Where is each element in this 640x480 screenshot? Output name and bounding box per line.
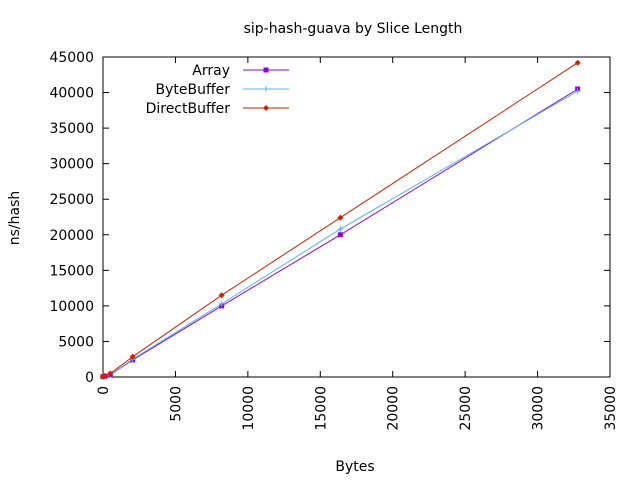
y-tick-label: 0: [85, 370, 94, 386]
data-point-directbuffer: [574, 59, 581, 66]
y-axis-label: ns/hash: [7, 191, 23, 246]
data-point-directbuffer: [337, 214, 344, 221]
legend-label-bytebuffer: ByteBuffer: [156, 82, 231, 98]
legend-marker-directbuffer: [263, 105, 269, 111]
legend-marker-bytebuffer: [263, 86, 269, 92]
data-point-directbuffer: [218, 292, 225, 299]
legend-label-directbuffer: DirectBuffer: [146, 101, 231, 117]
legend-marker-array: [263, 67, 269, 73]
y-tick-label: 40000: [49, 86, 94, 102]
plot-frame: [102, 56, 611, 378]
y-tick-label: 35000: [49, 121, 94, 137]
y-tick-label: 25000: [49, 192, 94, 208]
y-tick-label: 5000: [58, 334, 94, 350]
y-tick-label: 20000: [49, 228, 94, 244]
x-tick-label: 5000: [168, 386, 184, 422]
data-point-bytebuffer: [574, 88, 581, 95]
data-point-directbuffer: [107, 370, 114, 377]
series-directbuffer: [100, 59, 581, 380]
series-lines: [100, 59, 581, 380]
x-tick-label: 15000: [313, 386, 329, 431]
data-point-directbuffer: [129, 353, 136, 360]
y-axis: 0 5000 10000 15000 20000 25000 30000 35000 40000…: [49, 50, 610, 386]
x-tick-label: 25000: [458, 386, 474, 431]
x-tick-label: 35000: [603, 386, 619, 431]
x-tick-label: 0: [96, 386, 112, 395]
y-tick-label: 45000: [49, 50, 94, 66]
series-array: [100, 86, 581, 380]
x-axis-label: Bytes: [335, 459, 374, 475]
x-axis: 0 5000 10000 15000 20000 25000 30000 35000: [96, 57, 619, 431]
data-point-directbuffer: [101, 373, 108, 380]
x-tick-label: 20000: [386, 386, 402, 431]
chart-title: sip-hash-guava by Slice Length: [244, 21, 463, 37]
data-point-bytebuffer: [337, 226, 344, 233]
legend-label-array: Array: [192, 63, 230, 79]
x-tick-label: 30000: [531, 386, 547, 431]
y-tick-label: 15000: [49, 263, 94, 279]
data-point-array: [337, 232, 343, 238]
legend: Array ByteBuffer DirectBuffer: [146, 63, 289, 117]
y-tick-label: 30000: [49, 157, 94, 173]
x-tick-label: 10000: [241, 386, 257, 431]
y-tick-label: 10000: [49, 299, 94, 315]
data-point-bytebuffer: [218, 300, 225, 307]
